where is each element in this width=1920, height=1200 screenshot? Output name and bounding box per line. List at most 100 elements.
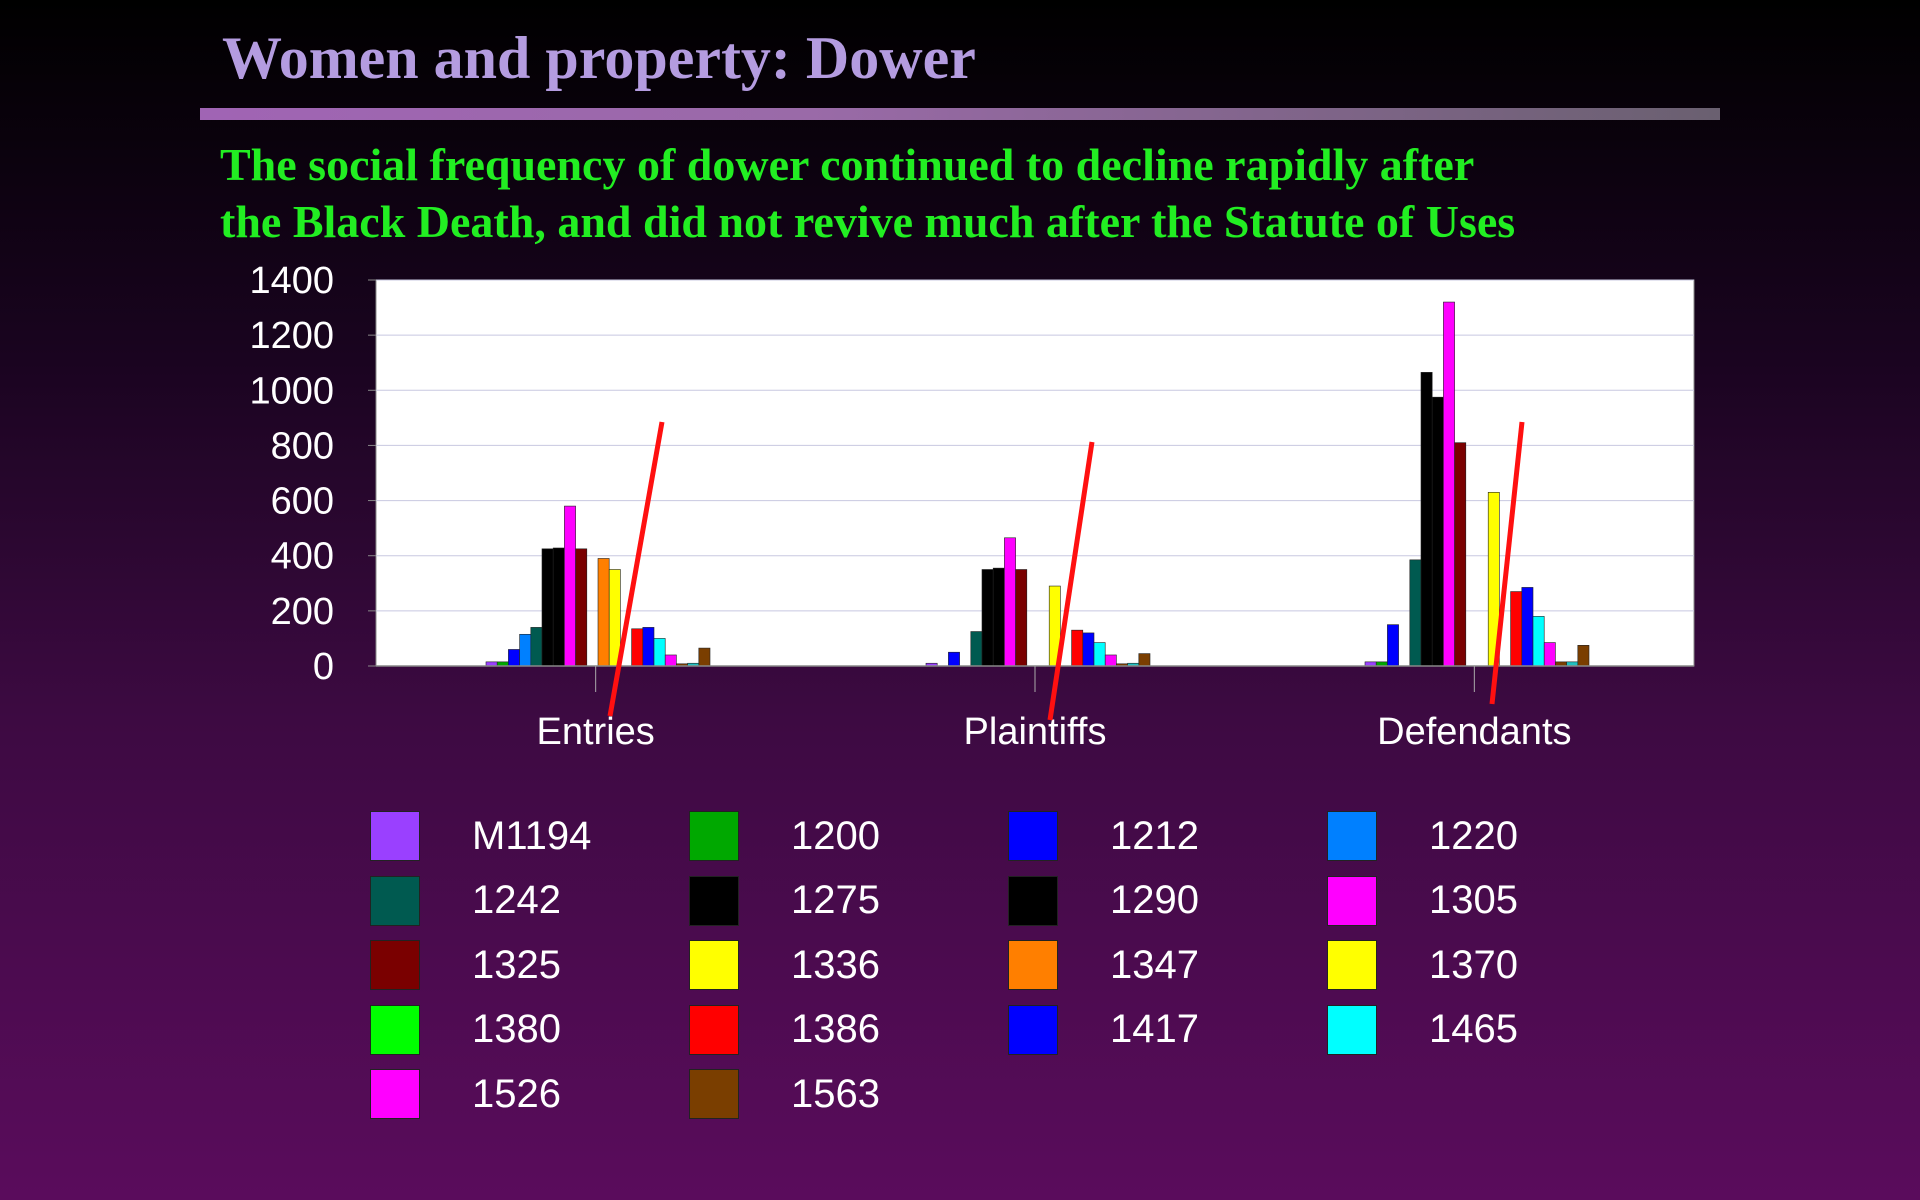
- legend-item: 1347: [1008, 933, 1327, 998]
- bar-plaintiffs-1386: [1071, 629, 1084, 667]
- legend-item: 1325: [370, 933, 689, 998]
- slide-subtitle: The social frequency of dower continued …: [220, 136, 1900, 250]
- y-tick-label: 600: [271, 481, 334, 523]
- y-tick-label: 1400: [249, 260, 334, 302]
- legend-item: 1212: [1008, 804, 1327, 869]
- legend-swatch: [1327, 875, 1377, 926]
- bar-defendants-1212: [1387, 624, 1399, 667]
- legend-label: 1347: [1110, 942, 1199, 987]
- bar-defendants-1305: [1443, 301, 1455, 667]
- legend: M1194 1200 1212 1220 1242 1275 1290 1305 1325 133…: [370, 804, 1646, 1127]
- x-tick-label: Defendants: [1377, 711, 1571, 753]
- gridlines: [376, 279, 1694, 612]
- legend-swatch: [1008, 1004, 1058, 1055]
- slide-title: Women and property: Dower: [222, 25, 976, 91]
- bar-entries-1417: [642, 627, 655, 667]
- legend-swatch: [1008, 940, 1058, 991]
- bar-entries-1370: [608, 569, 621, 667]
- bar-defendants-1386: [1510, 591, 1523, 667]
- annotation-red-line: [607, 421, 665, 717]
- bar-entries-1325: [575, 548, 588, 667]
- y-tick-label: 0: [313, 646, 334, 688]
- bar-defendants-1290: [1431, 396, 1444, 667]
- bar-plaintiffs-1290: [992, 567, 1005, 667]
- legend-label: 1242: [472, 878, 561, 923]
- bar-chart: 0 200 400 600 800 1000 1200 1400 Entries Plainti…: [249, 260, 1695, 753]
- legend-swatch: [1327, 1004, 1377, 1055]
- bar-entries-1212: [508, 649, 520, 667]
- legend-item: 1417: [1008, 998, 1327, 1063]
- legend-swatch: [1327, 940, 1377, 991]
- legend-swatch: [1008, 875, 1058, 926]
- bar-entries-1347: [597, 558, 610, 667]
- annotation-lines: [607, 421, 1525, 721]
- legend-item: 1305: [1327, 869, 1646, 934]
- bar-plaintiffs-1417: [1082, 632, 1095, 667]
- bar-entries-1290: [552, 547, 565, 667]
- legend-swatch: [689, 940, 739, 991]
- y-tick-label: 1000: [249, 370, 334, 412]
- x-tick-label: Plaintiffs: [964, 711, 1107, 753]
- legend-label: 1325: [472, 942, 561, 987]
- legend-label: 1290: [1110, 878, 1199, 923]
- legend-item: 1465: [1327, 998, 1646, 1063]
- subtitle-line-2: the Black Death, and did not revive much…: [220, 196, 1516, 247]
- legend-label: M1194: [472, 813, 592, 858]
- legend-swatch: [1008, 811, 1058, 862]
- bar-defendants-1242: [1409, 559, 1422, 667]
- y-axis-ticks: 0 200 400 600 800 1000 1200 1400: [249, 260, 376, 688]
- legend-swatch: [370, 1069, 420, 1120]
- bar-defendants-1275: [1420, 372, 1433, 667]
- bar-entries-1242: [530, 627, 543, 667]
- legend-label: 1336: [791, 942, 880, 987]
- legend-item: 1336: [689, 933, 1008, 998]
- bar-defendants-1465: [1532, 616, 1545, 667]
- legend-label: 1220: [1429, 813, 1518, 858]
- bar-defendants-1526: [1543, 642, 1556, 667]
- y-tick-label: 800: [271, 425, 334, 467]
- legend-label: 1563: [791, 1071, 880, 1116]
- x-axis: Entries Plaintiffs Defendants: [376, 665, 1694, 753]
- legend-item: 1290: [1008, 869, 1327, 934]
- y-tick-label: 1200: [249, 315, 334, 357]
- legend-label: 1526: [472, 1071, 561, 1116]
- bar-plaintiffs-1212: [948, 651, 960, 667]
- bars: [485, 301, 1590, 667]
- bar-plaintiffs-1325: [1015, 569, 1028, 667]
- bar-plaintiffs-1465: [1093, 642, 1106, 667]
- bar-entries-1526: [664, 654, 677, 667]
- title-rule: [200, 108, 1720, 120]
- legend-swatch: [689, 811, 739, 862]
- legend-label: 1275: [791, 878, 880, 923]
- legend-label: 1370: [1429, 942, 1518, 987]
- y-tick-label: 200: [271, 591, 334, 633]
- legend-swatch: [689, 875, 739, 926]
- legend-label: 1380: [472, 1007, 561, 1052]
- legend-swatch: [370, 940, 420, 991]
- subtitle-line-1: The social frequency of dower continued …: [220, 139, 1475, 190]
- legend-item: 1380: [370, 998, 689, 1063]
- plot-area: [375, 279, 1695, 667]
- legend-item: 1370: [1327, 933, 1646, 998]
- legend-swatch: [689, 1004, 739, 1055]
- legend-label: 1212: [1110, 813, 1199, 858]
- legend-item: 1200: [689, 804, 1008, 869]
- legend-item: 1563: [689, 1062, 1008, 1127]
- x-tick-label: Entries: [537, 711, 655, 753]
- legend-item: 1386: [689, 998, 1008, 1063]
- bar-entries-1465: [653, 638, 666, 667]
- bar-entries-1386: [631, 628, 644, 667]
- bar-defendants-1325: [1454, 442, 1467, 667]
- bar-extra: [1138, 653, 1151, 667]
- legend-label: 1305: [1429, 878, 1518, 923]
- plot-background: [375, 279, 1695, 667]
- legend-swatch: [370, 875, 420, 926]
- legend-swatch: [689, 1069, 739, 1120]
- y-tick-label: 400: [271, 536, 334, 578]
- bar-plaintiffs-1526: [1104, 654, 1117, 667]
- legend-swatch: [370, 1004, 420, 1055]
- bar-entries-1275: [541, 548, 554, 667]
- legend-item: 1275: [689, 869, 1008, 934]
- legend-swatch: [370, 811, 420, 862]
- legend-item: 1220: [1327, 804, 1646, 869]
